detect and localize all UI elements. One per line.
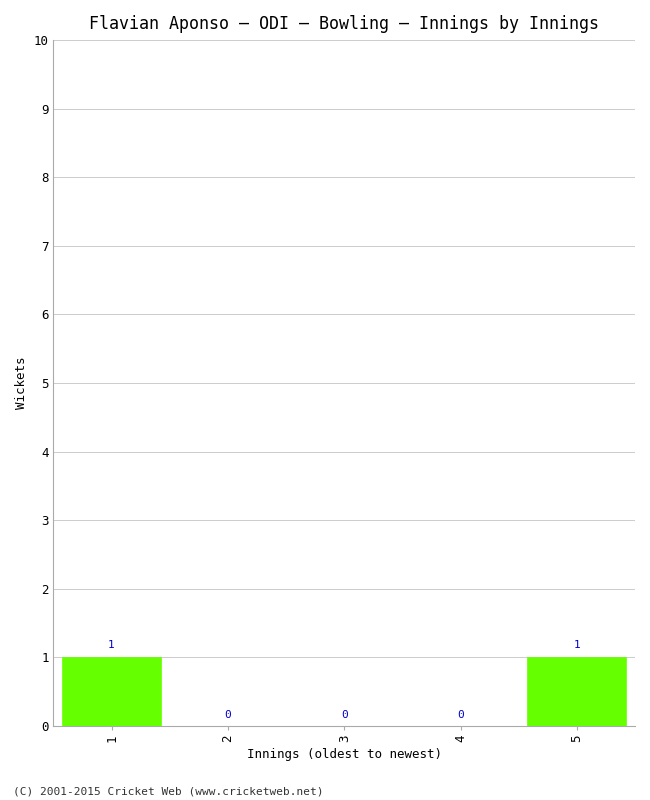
- Bar: [527, 658, 627, 726]
- Text: 0: 0: [341, 710, 348, 721]
- Text: 1: 1: [573, 641, 580, 650]
- Text: 0: 0: [457, 710, 464, 721]
- Text: (C) 2001-2015 Cricket Web (www.cricketweb.net): (C) 2001-2015 Cricket Web (www.cricketwe…: [13, 786, 324, 796]
- Text: 0: 0: [224, 710, 231, 721]
- X-axis label: Innings (oldest to newest): Innings (oldest to newest): [247, 748, 442, 761]
- Title: Flavian Aponso – ODI – Bowling – Innings by Innings: Flavian Aponso – ODI – Bowling – Innings…: [89, 15, 599, 33]
- Y-axis label: Wickets: Wickets: [15, 357, 28, 410]
- Text: 1: 1: [108, 641, 115, 650]
- Bar: [62, 658, 161, 726]
